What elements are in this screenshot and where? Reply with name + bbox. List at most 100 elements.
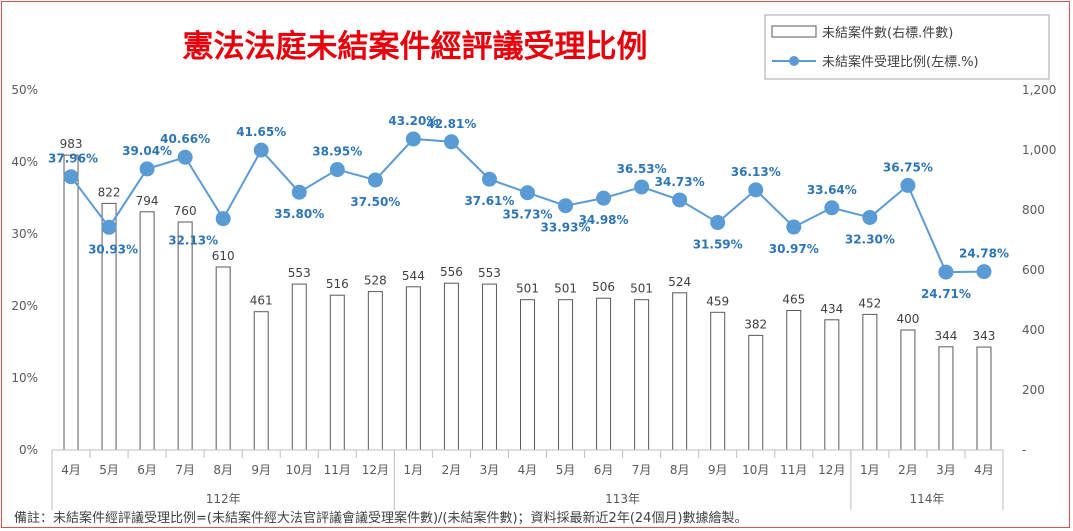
bar bbox=[520, 299, 535, 451]
percent-label: 32.13% bbox=[168, 234, 218, 248]
bar-value-label: 382 bbox=[744, 317, 767, 331]
bar bbox=[862, 313, 878, 451]
left-tick-label: 20% bbox=[11, 299, 38, 313]
bar bbox=[139, 211, 155, 451]
percent-label: 41.65% bbox=[236, 125, 286, 139]
percent-label: 37.50% bbox=[350, 195, 400, 209]
x-tick-label: 7月 bbox=[632, 463, 652, 477]
bar-value-label: 553 bbox=[478, 266, 501, 280]
x-tick-label: 6月 bbox=[137, 463, 157, 477]
x-tick-label: 10月 bbox=[286, 463, 313, 477]
bar-value-label: 501 bbox=[630, 282, 653, 296]
bar-value-label: 553 bbox=[288, 266, 311, 280]
bar-value-label: 524 bbox=[668, 275, 691, 289]
bar bbox=[558, 299, 574, 451]
ratio-marker bbox=[634, 179, 650, 195]
left-tick-label: 10% bbox=[11, 371, 38, 385]
bar-value-label: 506 bbox=[592, 280, 615, 294]
percent-label: 43.20% bbox=[388, 114, 438, 128]
ratio-marker bbox=[101, 219, 117, 235]
percent-label: 33.93% bbox=[541, 221, 591, 235]
right-tick-label: 1,200 bbox=[1022, 83, 1056, 97]
bar bbox=[481, 283, 497, 451]
percent-label: 38.95% bbox=[312, 145, 362, 159]
ratio-marker bbox=[405, 131, 421, 147]
right-tick-label: - bbox=[1022, 443, 1026, 457]
percent-label: 36.13% bbox=[731, 165, 781, 179]
bar-value-label: 528 bbox=[364, 274, 387, 288]
percent-label: 30.97% bbox=[769, 242, 819, 256]
x-tick-label: 5月 bbox=[556, 463, 576, 477]
ratio-marker bbox=[558, 198, 574, 214]
percent-label: 36.53% bbox=[617, 162, 667, 176]
legend: 未結案件數(右標.件數) 未結案件受理比例(左標.%) bbox=[764, 14, 1050, 80]
percent-label: 33.64% bbox=[807, 183, 857, 197]
x-tick-label: 1月 bbox=[404, 463, 424, 477]
percent-label: 35.80% bbox=[274, 207, 324, 221]
percent-label: 32.30% bbox=[845, 232, 895, 246]
right-tick-label: 400 bbox=[1022, 323, 1045, 337]
ratio-marker bbox=[672, 192, 688, 208]
bar bbox=[177, 221, 193, 451]
left-tick-label: 50% bbox=[11, 83, 38, 97]
percent-label: 24.71% bbox=[921, 287, 971, 301]
footnote: 備註：未結案件經評議受理比例=(未結案件經大法官評議會議受理案件數)/(未結案件… bbox=[14, 510, 748, 526]
x-tick-label: 5月 bbox=[99, 463, 119, 477]
bar bbox=[672, 292, 688, 451]
bar bbox=[443, 282, 459, 451]
bar-value-label: 459 bbox=[706, 294, 729, 308]
left-tick-label: 0% bbox=[19, 443, 38, 457]
bar-value-label: 556 bbox=[440, 265, 463, 279]
right-tick-label: 200 bbox=[1022, 383, 1045, 397]
ratio-marker bbox=[177, 149, 193, 165]
bar bbox=[786, 310, 802, 451]
ratio-marker bbox=[215, 211, 231, 227]
x-axis: 4月 5月 6月 7月 8月 9月 10月 11月 12月 1月 2月 3月 4月 5月 6月 7月 8月 9月 1… bbox=[51, 449, 1004, 510]
x-tick-label: 7月 bbox=[175, 463, 195, 477]
bar bbox=[253, 311, 269, 451]
left-axis: 0% 10% 20% 30% 40% 50% bbox=[11, 83, 38, 457]
x-tick-label: 3月 bbox=[480, 463, 500, 477]
bar bbox=[938, 346, 954, 451]
bar-value-label: 610 bbox=[212, 249, 235, 263]
legend-marker bbox=[789, 56, 799, 66]
ratio-marker bbox=[938, 264, 954, 280]
x-tick-label: 3月 bbox=[936, 463, 956, 477]
line-series bbox=[63, 131, 992, 280]
ratio-marker bbox=[710, 215, 726, 231]
bar bbox=[215, 266, 231, 451]
left-tick-label: 30% bbox=[11, 227, 38, 241]
percent-label: 40.66% bbox=[160, 132, 210, 146]
x-tick-label: 11月 bbox=[780, 463, 807, 477]
legend-bar-label: 未結案件數(右標.件數) bbox=[822, 26, 953, 41]
ratio-marker bbox=[976, 264, 992, 280]
bar bbox=[976, 346, 992, 451]
bar-value-label: 544 bbox=[402, 269, 425, 283]
ratio-marker bbox=[481, 171, 497, 187]
ratio-marker bbox=[862, 209, 878, 225]
ratio-marker bbox=[900, 177, 916, 193]
right-tick-label: 800 bbox=[1022, 203, 1045, 217]
year-group-label: 112年 bbox=[206, 492, 241, 506]
x-tick-label: 8月 bbox=[670, 463, 690, 477]
percent-labels: 37.96% 30.93% 39.04%40.66% 32.13% 41.65% 35.8… bbox=[48, 114, 1009, 301]
bar-value-label: 452 bbox=[858, 296, 881, 310]
x-tick-label: 12月 bbox=[362, 463, 389, 477]
bar bbox=[710, 311, 726, 451]
right-axis: - 200 400 600 800 1,000 1,200 bbox=[1022, 83, 1056, 457]
percent-label: 39.04% bbox=[122, 144, 172, 158]
bar-value-label: 983 bbox=[60, 137, 83, 151]
x-tick-label: 4月 bbox=[974, 463, 994, 477]
bar bbox=[63, 154, 79, 451]
legend-line-label: 未結案件受理比例(左標.%) bbox=[822, 55, 979, 70]
percent-label: 42.81% bbox=[426, 117, 476, 131]
bar-value-label: 760 bbox=[174, 204, 197, 218]
ratio-marker bbox=[291, 184, 307, 200]
x-tick-label: 1月 bbox=[860, 463, 880, 477]
bar bbox=[101, 202, 117, 451]
bar bbox=[596, 297, 612, 451]
bar-value-label: 344 bbox=[934, 329, 957, 343]
percent-label: 34.98% bbox=[579, 213, 629, 227]
percent-label: 34.73% bbox=[655, 175, 705, 189]
